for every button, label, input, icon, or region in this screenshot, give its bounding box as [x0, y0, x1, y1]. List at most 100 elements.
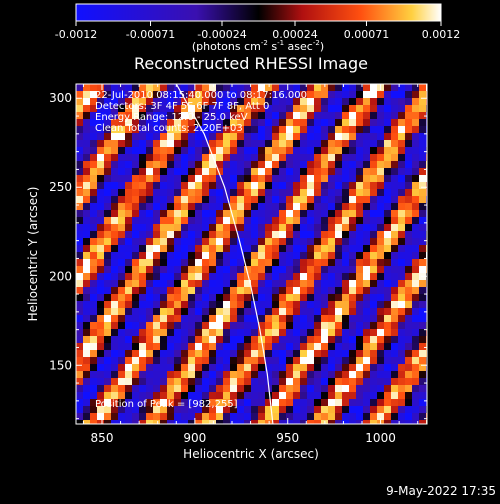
- heatmap-cell: [237, 105, 245, 113]
- heatmap-cell: [202, 399, 210, 407]
- heatmap-cell: [83, 315, 91, 323]
- heatmap-cell: [321, 98, 329, 106]
- heatmap-cell: [419, 266, 427, 274]
- heatmap-cell: [146, 133, 154, 141]
- heatmap-cell: [195, 224, 203, 232]
- heatmap-cell: [118, 245, 126, 253]
- heatmap-cell: [391, 420, 399, 424]
- heatmap-cell: [384, 364, 392, 372]
- heatmap-cell: [83, 336, 91, 344]
- heatmap-cell: [195, 329, 203, 337]
- heatmap-cell: [139, 196, 147, 204]
- heatmap-cell: [216, 406, 224, 414]
- heatmap-cell: [307, 301, 315, 309]
- heatmap-cell: [181, 315, 189, 323]
- heatmap-cell: [132, 224, 140, 232]
- heatmap-cell: [419, 336, 427, 344]
- heatmap-cell: [307, 343, 315, 351]
- heatmap-cell: [188, 210, 196, 218]
- heatmap-cell: [398, 399, 406, 407]
- heatmap-cell: [160, 420, 168, 424]
- heatmap-cell: [195, 301, 203, 309]
- heatmap-cell: [202, 364, 210, 372]
- heatmap-cell: [251, 266, 259, 274]
- heatmap-cell: [391, 280, 399, 288]
- heatmap-cell: [181, 126, 189, 134]
- heatmap-cell: [251, 238, 259, 246]
- heatmap-cell: [195, 161, 203, 169]
- heatmap-cell: [370, 385, 378, 393]
- heatmap-cell: [237, 203, 245, 211]
- heatmap-cell: [76, 308, 84, 316]
- heatmap-cell: [153, 357, 161, 365]
- heatmap-cell: [258, 259, 266, 267]
- heatmap-cell: [195, 322, 203, 330]
- heatmap-cell: [342, 245, 350, 253]
- heatmap-cell: [97, 154, 105, 162]
- heatmap-cell: [342, 126, 350, 134]
- heatmap-cell: [188, 406, 196, 414]
- heatmap-cell: [258, 196, 266, 204]
- heatmap-cell: [153, 343, 161, 351]
- heatmap-cell: [342, 203, 350, 211]
- heatmap-cell: [223, 322, 231, 330]
- heatmap-cell: [398, 182, 406, 190]
- heatmap-cell: [132, 406, 140, 414]
- heatmap-cell: [377, 161, 385, 169]
- heatmap-cell: [405, 392, 413, 400]
- heatmap-cell: [118, 406, 126, 414]
- heatmap-cell: [405, 322, 413, 330]
- heatmap-cell: [265, 315, 273, 323]
- heatmap-cell: [405, 371, 413, 379]
- heatmap-cell: [167, 294, 175, 302]
- heatmap-cell: [363, 182, 371, 190]
- heatmap-cell: [174, 203, 182, 211]
- heatmap-cell: [139, 84, 147, 92]
- heatmap-cell: [83, 217, 91, 225]
- heatmap-cell: [377, 238, 385, 246]
- heatmap-cell: [132, 189, 140, 197]
- heatmap-cell: [342, 406, 350, 414]
- heatmap-cell: [202, 154, 210, 162]
- heatmap-cell: [391, 322, 399, 330]
- heatmap-cell: [104, 224, 112, 232]
- heatmap-cell: [412, 210, 420, 218]
- heatmap-cell: [342, 315, 350, 323]
- heatmap-cell: [384, 245, 392, 253]
- heatmap-cell: [202, 147, 210, 155]
- heatmap-cell: [188, 266, 196, 274]
- heatmap-cell: [125, 175, 133, 183]
- heatmap-cell: [307, 322, 315, 330]
- heatmap-cell: [328, 252, 336, 260]
- heatmap-cell: [293, 385, 301, 393]
- heatmap-cell: [181, 392, 189, 400]
- heatmap-cell: [153, 140, 161, 148]
- heatmap-cell: [230, 91, 238, 99]
- heatmap-cell: [398, 294, 406, 302]
- heatmap-cell: [83, 294, 91, 302]
- heatmap-cell: [370, 126, 378, 134]
- heatmap-cell: [307, 196, 315, 204]
- heatmap-cell: [419, 133, 427, 141]
- heatmap-cell: [146, 385, 154, 393]
- heatmap-cell: [307, 203, 315, 211]
- heatmap-cell: [370, 231, 378, 239]
- heatmap-cell: [97, 231, 105, 239]
- heatmap-cell: [314, 259, 322, 267]
- heatmap-cell: [237, 280, 245, 288]
- heatmap-cell: [279, 273, 287, 281]
- heatmap-cell: [216, 343, 224, 351]
- heatmap-cell: [356, 217, 364, 225]
- heatmap-cell: [328, 420, 336, 424]
- heatmap-cell: [97, 273, 105, 281]
- heatmap-cell: [272, 252, 280, 260]
- heatmap-cell: [398, 224, 406, 232]
- heatmap-cell: [363, 196, 371, 204]
- heatmap-cell: [97, 189, 105, 197]
- heatmap-cell: [174, 301, 182, 309]
- heatmap-cell: [125, 364, 133, 372]
- y-tick-label: 300: [49, 91, 72, 105]
- heatmap-cell: [300, 210, 308, 218]
- heatmap-cell: [328, 378, 336, 386]
- heatmap-cell: [307, 245, 315, 253]
